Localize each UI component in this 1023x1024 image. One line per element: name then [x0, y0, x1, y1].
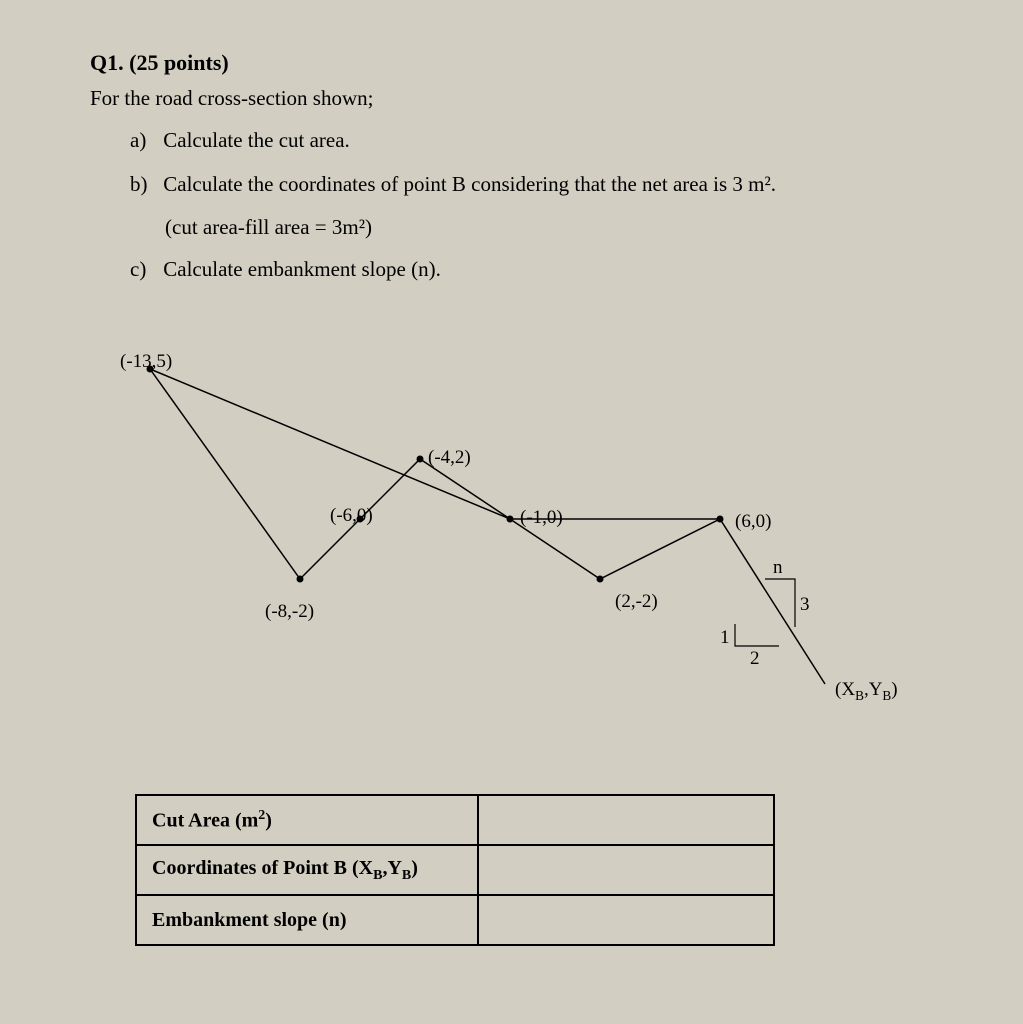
point-label: (-13,5): [120, 351, 172, 373]
point-b-label: (XB,YB): [835, 679, 898, 704]
table-row: Coordinates of Point B (XB,YB): [136, 845, 774, 895]
item-b-label: b): [130, 170, 158, 199]
slope-label-3: 3: [800, 594, 810, 616]
question-intro: For the road cross-section shown;: [90, 86, 933, 111]
item-c-text: Calculate embankment slope (n).: [163, 257, 441, 281]
table-row: Cut Area (m2): [136, 795, 774, 845]
point-label: (-8,-2): [265, 601, 314, 623]
table-label-slope: Embankment slope (n): [136, 895, 478, 945]
table-label-pointb: Coordinates of Point B (XB,YB): [136, 845, 478, 895]
item-c: c) Calculate embankment slope (n).: [130, 255, 933, 284]
page: Q1. (25 points) For the road cross-secti…: [0, 0, 1023, 1024]
table-value-pointb: [478, 845, 774, 895]
item-c-label: c): [130, 255, 158, 284]
item-b-sub: (cut area-fill area = 3m²): [165, 215, 933, 240]
diagram: (-13,5) (-8,-2) (-6,0) (-4,2) (-1,0) (2,-2) (6…: [120, 344, 920, 774]
table-value-cut: [478, 795, 774, 845]
point-label: (-1,0): [520, 507, 563, 529]
point-label: (-6,0): [330, 505, 373, 527]
item-b-text: Calculate the coordinates of point B con…: [163, 172, 776, 196]
item-a-text: Calculate the cut area.: [163, 128, 350, 152]
point-dot: [507, 516, 514, 523]
slope-label-1: 1: [720, 627, 730, 649]
point-dot: [717, 516, 724, 523]
slope-label-2: 2: [750, 648, 760, 670]
item-b: b) Calculate the coordinates of point B …: [130, 170, 933, 199]
point-dot: [597, 576, 604, 583]
point-dot: [417, 456, 424, 463]
item-a-label: a): [130, 126, 158, 155]
question-header: Q1. (25 points): [90, 50, 933, 76]
point-label: (-4,2): [428, 447, 471, 469]
table-row: Embankment slope (n): [136, 895, 774, 945]
point-dot: [297, 576, 304, 583]
point-label: (2,-2): [615, 591, 658, 613]
table-value-slope: [478, 895, 774, 945]
point-label: (6,0): [735, 511, 771, 533]
diagram-svg: [120, 344, 920, 774]
table-label-cut: Cut Area (m2): [136, 795, 478, 845]
item-a: a) Calculate the cut area.: [130, 126, 933, 155]
answer-table: Cut Area (m2) Coordinates of Point B (XB…: [135, 794, 775, 946]
slope-label-n: n: [773, 557, 783, 579]
